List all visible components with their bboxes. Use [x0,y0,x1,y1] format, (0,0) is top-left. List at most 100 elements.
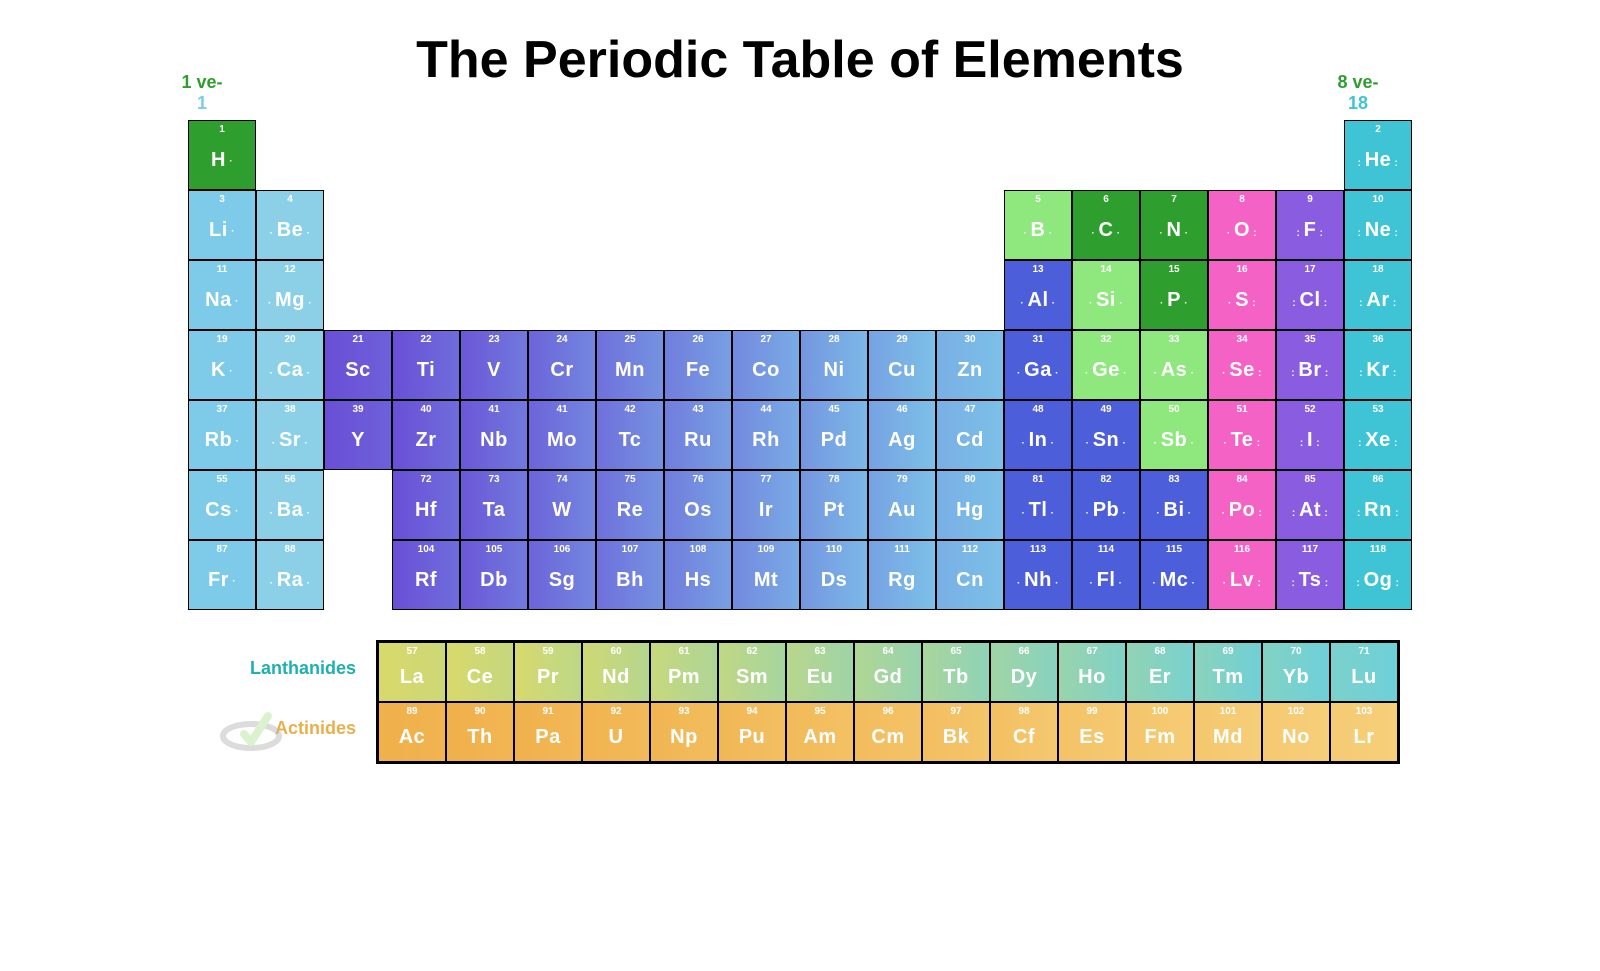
element-Ds: 110Ds [800,540,868,610]
element-symbol: Hg [956,500,984,520]
atomic-number: 81 [1005,475,1071,485]
element-symbol: Rg [888,570,916,590]
element-Am: 95Am [786,702,854,762]
element-Tl: 81· Tl · [1004,470,1072,540]
empty-cell [732,190,800,260]
element-Bi: 83· Bi · [1140,470,1208,540]
element-U: 92U [582,702,650,762]
empty-cell [596,190,664,260]
element-symbol: Tm [1213,667,1244,687]
atomic-number: 84 [1209,475,1275,485]
element-I: 52: I : [1276,400,1344,470]
atomic-number: 12 [257,265,323,275]
element-symbol: · Sr · [272,430,308,450]
element-Ba: 56· Ba · [256,470,324,540]
element-symbol: · Sn · [1086,430,1127,450]
element-Np: 93Np [650,702,718,762]
atomic-number: 69 [1195,647,1261,657]
atomic-number: 50 [1141,405,1207,415]
atomic-number: 97 [923,707,989,717]
element-symbol: · P · [1160,290,1188,310]
element-Os: 76Os [664,470,732,540]
element-Na: 11Na · [188,260,256,330]
element-symbol: K · [211,360,233,380]
element-Cs: 55Cs · [188,470,256,540]
atomic-number: 11 [189,265,255,275]
atomic-number: 9 [1277,195,1343,205]
empty-cell [460,260,528,330]
atomic-number: 41 [529,405,595,415]
element-Mt: 109Mt [732,540,800,610]
element-symbol: : Xe : [1358,430,1398,450]
atomic-number: 38 [257,405,323,415]
atomic-number: 35 [1277,335,1343,345]
element-symbol: · Ra · [270,570,311,590]
element-Po: 84· Po : [1208,470,1276,540]
empty-cell [936,260,1004,330]
element-symbol: Np [670,727,698,747]
element-symbol: W [552,500,571,520]
element-Es: 99Es [1058,702,1126,762]
atomic-number: 28 [801,335,867,345]
element-symbol: Pu [739,727,766,747]
element-symbol: · Sb · [1154,430,1195,450]
element-symbol: Sg [549,570,576,590]
atomic-number: 16 [1209,265,1275,275]
element-Sc: 21 Sc [324,330,392,400]
element-symbol: : Ne : [1358,220,1399,240]
element-Pu: 94Pu [718,702,786,762]
atomic-number: 8 [1209,195,1275,205]
atomic-number: 118 [1345,545,1411,555]
empty-cell [256,120,324,190]
element-symbol: Cd [956,430,984,450]
empty-cell [460,120,528,190]
atomic-number: 76 [665,475,731,485]
atomic-number: 44 [733,405,799,415]
element-Mg: 12· Mg · [256,260,324,330]
element-symbol: : Ts : [1291,570,1328,590]
element-symbol: : F : [1297,220,1324,240]
atomic-number: 58 [447,647,513,657]
element-symbol: · S : [1228,290,1256,310]
element-symbol: : Rn : [1357,500,1399,520]
element-symbol: H · [211,150,233,170]
atomic-number: 33 [1141,335,1207,345]
element-Gd: 64Gd [854,642,922,702]
element-Hs: 108Hs [664,540,732,610]
element-Nb: 41Nb [460,400,528,470]
element-symbol: Mn [615,360,645,380]
empty-cell [1140,120,1208,190]
element-Mc: 115· Mc · [1140,540,1208,610]
element-Ra: 88· Ra · [256,540,324,610]
element-Pt: 78Pt [800,470,868,540]
element-Cn: 112Cn [936,540,1004,610]
element-Te: 51· Te : [1208,400,1276,470]
atomic-number: 117 [1277,545,1343,555]
element-symbol: Fm [1145,727,1176,747]
atomic-number: 5 [1005,195,1071,205]
element-Li: 3Li · [188,190,256,260]
element-Be: 4· Be · [256,190,324,260]
atomic-number: 65 [923,647,989,657]
empty-cell [324,190,392,260]
empty-cell [732,120,800,190]
atomic-number: 46 [869,405,935,415]
element-Re: 75Re [596,470,664,540]
element-Lu: 71Lu [1330,642,1398,702]
element-symbol: Li · [209,220,235,240]
atomic-number: 21 [325,335,391,345]
element-Se: 34· Se : [1208,330,1276,400]
element-symbol: Md [1213,727,1243,747]
element-S: 16 · S : [1208,260,1276,330]
empty-cell [1004,120,1072,190]
element-No: 102No [1262,702,1330,762]
atomic-number: 87 [189,545,255,555]
empty-cell [732,260,800,330]
element-symbol: Sc [345,360,370,380]
element-symbol: Pa [535,727,560,747]
element-Cf: 98Cf [990,702,1058,762]
atomic-number: 96 [855,707,921,717]
atomic-number: 19 [189,335,255,345]
element-Bh: 107Bh [596,540,664,610]
empty-cell [800,120,868,190]
